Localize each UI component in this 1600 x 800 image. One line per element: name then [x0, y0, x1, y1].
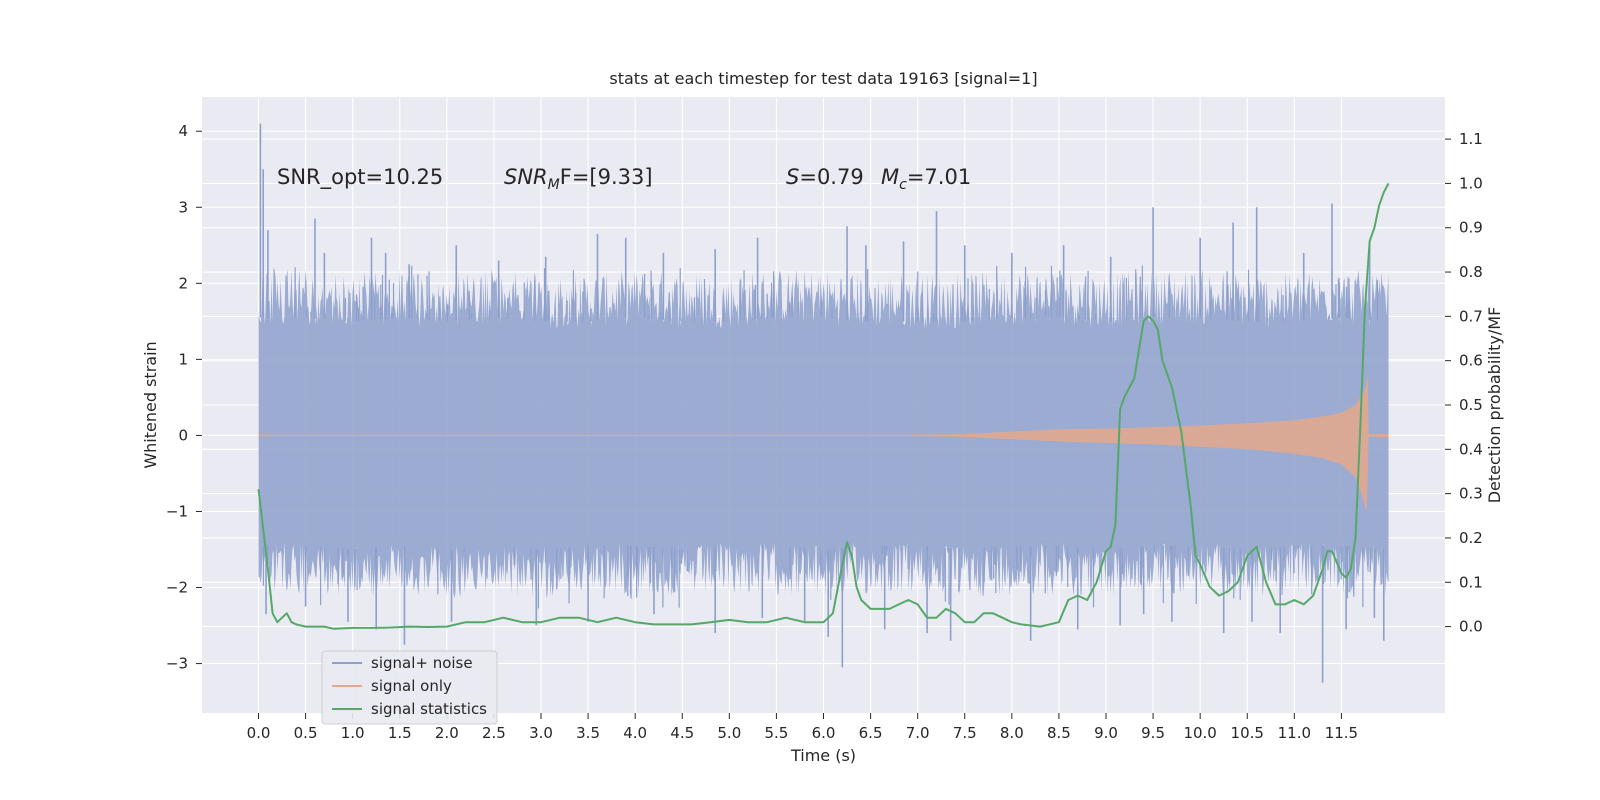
x-tick-label: 11.0 — [1278, 724, 1311, 742]
annotation-s-rest: =0.79 — [799, 165, 863, 189]
y-tick-label: 0 — [178, 426, 188, 444]
y-right-tick-label: 0.4 — [1459, 440, 1483, 458]
x-tick-label: 10.0 — [1183, 724, 1216, 742]
annotation-s-main: S — [786, 165, 799, 189]
legend-label-signal-only: signal only — [371, 677, 452, 695]
series-signal-noise — [258, 268, 1389, 599]
x-tick-label: 7.5 — [953, 724, 977, 742]
x-tick-label: 6.5 — [859, 724, 883, 742]
x-tick-label: 2.0 — [435, 724, 459, 742]
legend: signal+ noise signal only signal statist… — [321, 650, 498, 725]
series-signal-only — [258, 374, 1389, 512]
y-axis-right-label: Detection probability/MF — [1485, 307, 1504, 504]
y-right-tick-label: 0.5 — [1459, 396, 1483, 414]
axes: 0.0 0.5 1.0 1.5 2.0 2.5 3.0 3.5 4.0 4.5 5.0 5.5 6.0 6… — [166, 122, 1483, 742]
x-tick-label: 11.5 — [1325, 724, 1358, 742]
x-tick-label: 8.5 — [1047, 724, 1071, 742]
x-tick-label: 5.5 — [764, 724, 788, 742]
series-signal-statistics — [257, 182, 1390, 630]
x-tick-label: 9.0 — [1094, 724, 1118, 742]
x-axis-label: Time (s) — [790, 746, 856, 765]
series-layer — [257, 123, 1390, 683]
y-right-tick-label: 0.9 — [1459, 219, 1483, 237]
annotation-snr-mf-main: SNR — [504, 165, 548, 189]
x-tick-label: 3.5 — [576, 724, 600, 742]
x-tick-label: 7.0 — [906, 724, 930, 742]
annotation-mc-sub: c — [899, 177, 907, 193]
y-tick-label: 3 — [178, 198, 188, 216]
x-tick-label: 1.5 — [388, 724, 412, 742]
x-tick-label: 6.0 — [812, 724, 836, 742]
y-right-tick-label: 1.0 — [1459, 174, 1483, 192]
y-right-tick-label: 0.1 — [1459, 573, 1483, 591]
x-tick-label: 1.0 — [341, 724, 365, 742]
x-tick-label: 0.5 — [294, 724, 318, 742]
x-tick-label: 10.5 — [1231, 724, 1264, 742]
legend-label-signal-statistics: signal statistics — [371, 700, 487, 718]
annotation-snr-opt: SNR_opt=10.25 — [277, 165, 443, 190]
annotation-mc-main: M — [881, 165, 899, 189]
y-right-tick-label: 0.6 — [1459, 352, 1483, 370]
x-tick-label: 4.0 — [623, 724, 647, 742]
legend-label-signal-noise: signal+ noise — [371, 654, 473, 672]
x-tick-label: 2.5 — [482, 724, 506, 742]
annotation-snr-mf: SNRMF=[9.33] — [504, 165, 653, 193]
x-tick-label: 4.5 — [670, 724, 694, 742]
annotations: SNR_opt=10.25 SNRMF=[9.33] S=0.79 Mc=7.0… — [277, 165, 971, 193]
chart-title: stats at each timestep for test data 191… — [609, 69, 1037, 88]
y-right-tick-label: 0.0 — [1459, 618, 1483, 636]
y-tick-label: 2 — [178, 274, 188, 292]
y-right-tick-label: 0.8 — [1459, 263, 1483, 281]
x-tick-label: 9.5 — [1141, 724, 1165, 742]
legend-box — [321, 650, 498, 725]
x-tick-label: 3.0 — [529, 724, 553, 742]
x-tick-label: 8.0 — [1000, 724, 1024, 742]
y-right-tick-label: 1.1 — [1459, 130, 1483, 148]
y-axis-label: Whitened strain — [141, 341, 160, 468]
annotation-snr-mf-rest: F=[9.33] — [560, 165, 653, 189]
y-tick-label: −2 — [166, 579, 188, 597]
y-tick-label: 4 — [178, 122, 188, 140]
y-tick-label: 1 — [178, 350, 188, 368]
y-right-tick-label: 0.3 — [1459, 485, 1483, 503]
annotation-snr-mf-sub: M — [548, 177, 560, 193]
y-right-tick-label: 0.7 — [1459, 307, 1483, 325]
annotation-mc: Mc=7.01 — [881, 165, 971, 193]
x-tick-label: 5.0 — [717, 724, 741, 742]
x-tick-label: 0.0 — [247, 724, 271, 742]
y-right-tick-label: 0.2 — [1459, 529, 1483, 547]
annotation-mc-rest: =7.01 — [907, 165, 971, 189]
annotation-s: S=0.79 — [786, 165, 864, 189]
y-tick-label: −1 — [166, 502, 188, 520]
y-tick-label: −3 — [166, 655, 188, 673]
